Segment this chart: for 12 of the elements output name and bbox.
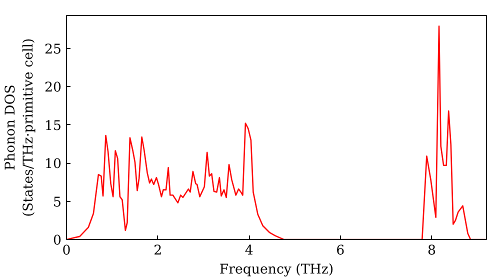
y-tick-label: 20 [44, 80, 62, 96]
x-tick-label: 2 [154, 244, 162, 258]
y-tick-label: 10 [44, 157, 62, 172]
x-tick-label: 4 [244, 244, 254, 258]
y-tick-label: 15 [44, 118, 62, 134]
y-tick-label: 0 [53, 234, 62, 248]
x-tick-label: 8 [427, 244, 436, 258]
x-tick-label: 6 [336, 244, 345, 258]
x-axis-title: Frequency (THz) [219, 262, 334, 278]
y-tick-label: 25 [44, 42, 62, 58]
y-axis-title: Phonon DOS (States/THz·primitive cell) [4, 38, 37, 217]
y-tick-label: 5 [53, 195, 62, 210]
